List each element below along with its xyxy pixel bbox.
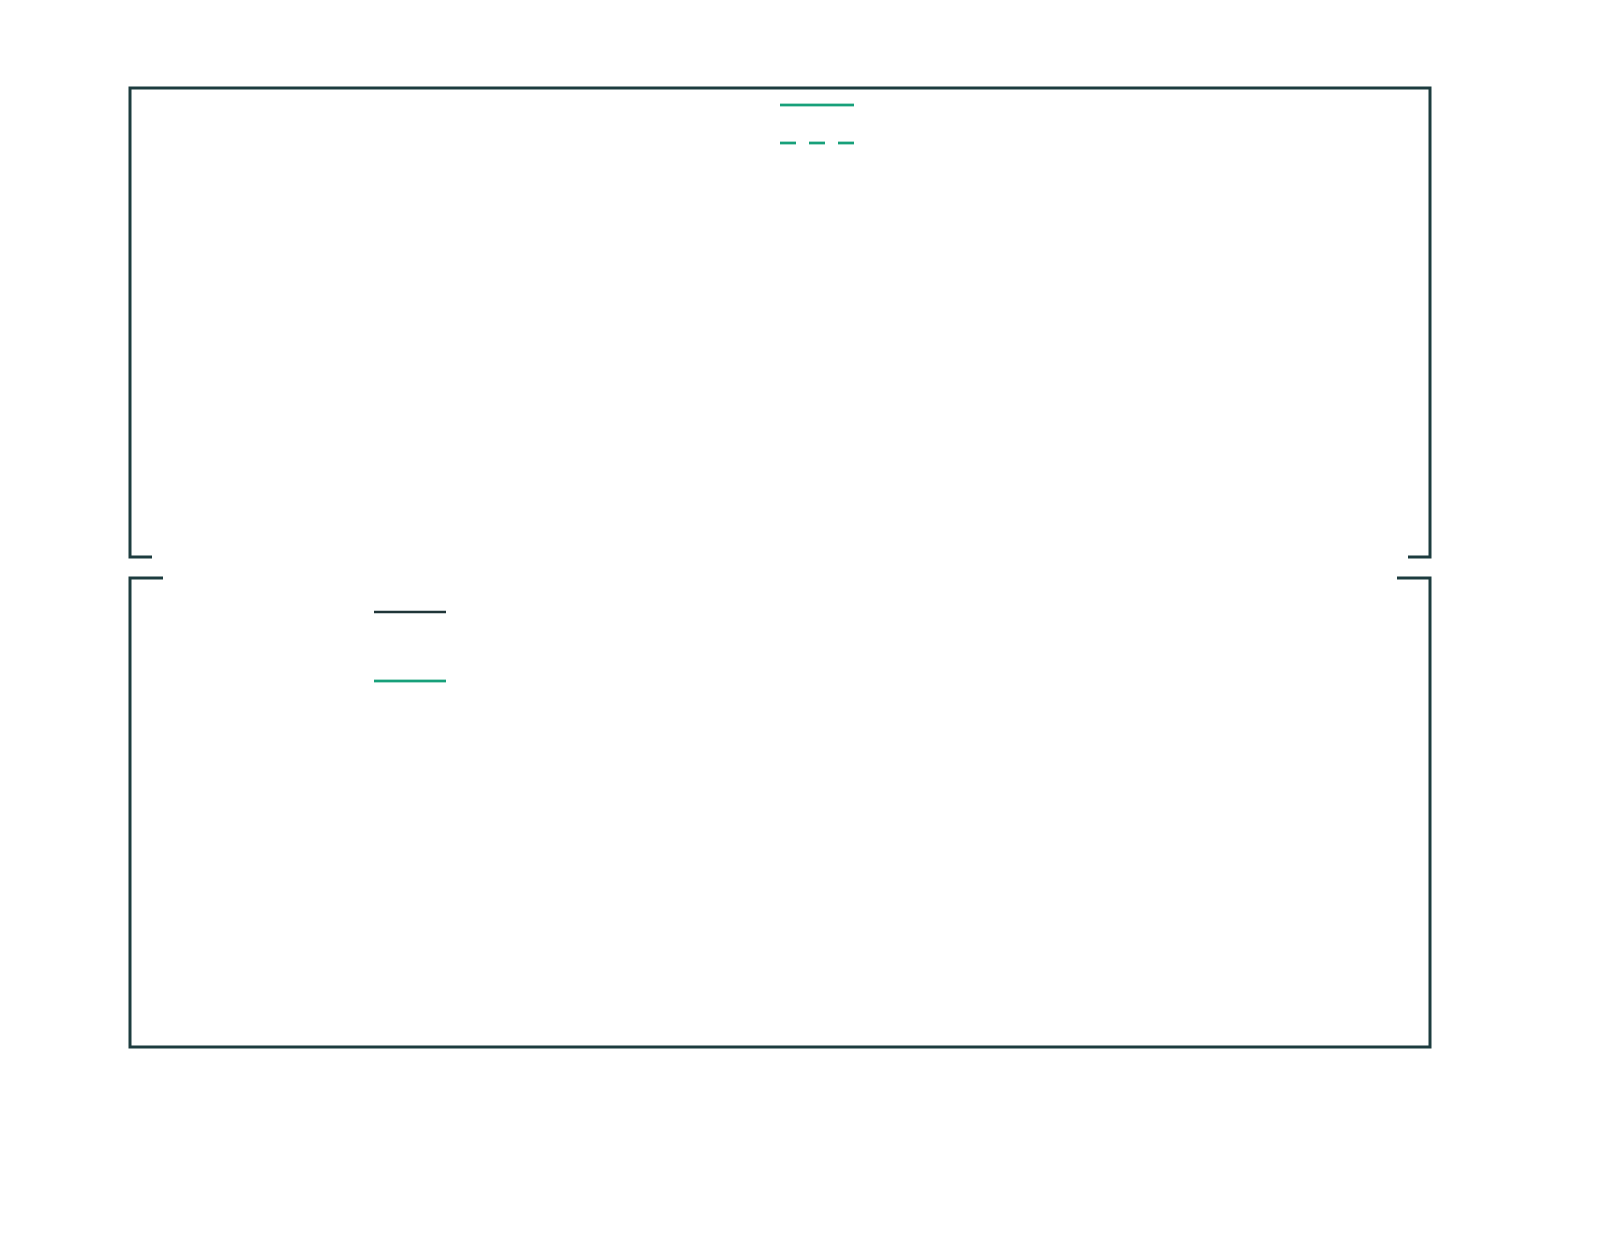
bottom-legend <box>374 610 446 683</box>
bottom-panel <box>128 576 1432 1049</box>
top-panel <box>128 86 1432 559</box>
bottom-panel-frame <box>128 576 1432 1049</box>
top-panel-frame <box>128 86 1432 559</box>
top-legend <box>780 103 854 145</box>
